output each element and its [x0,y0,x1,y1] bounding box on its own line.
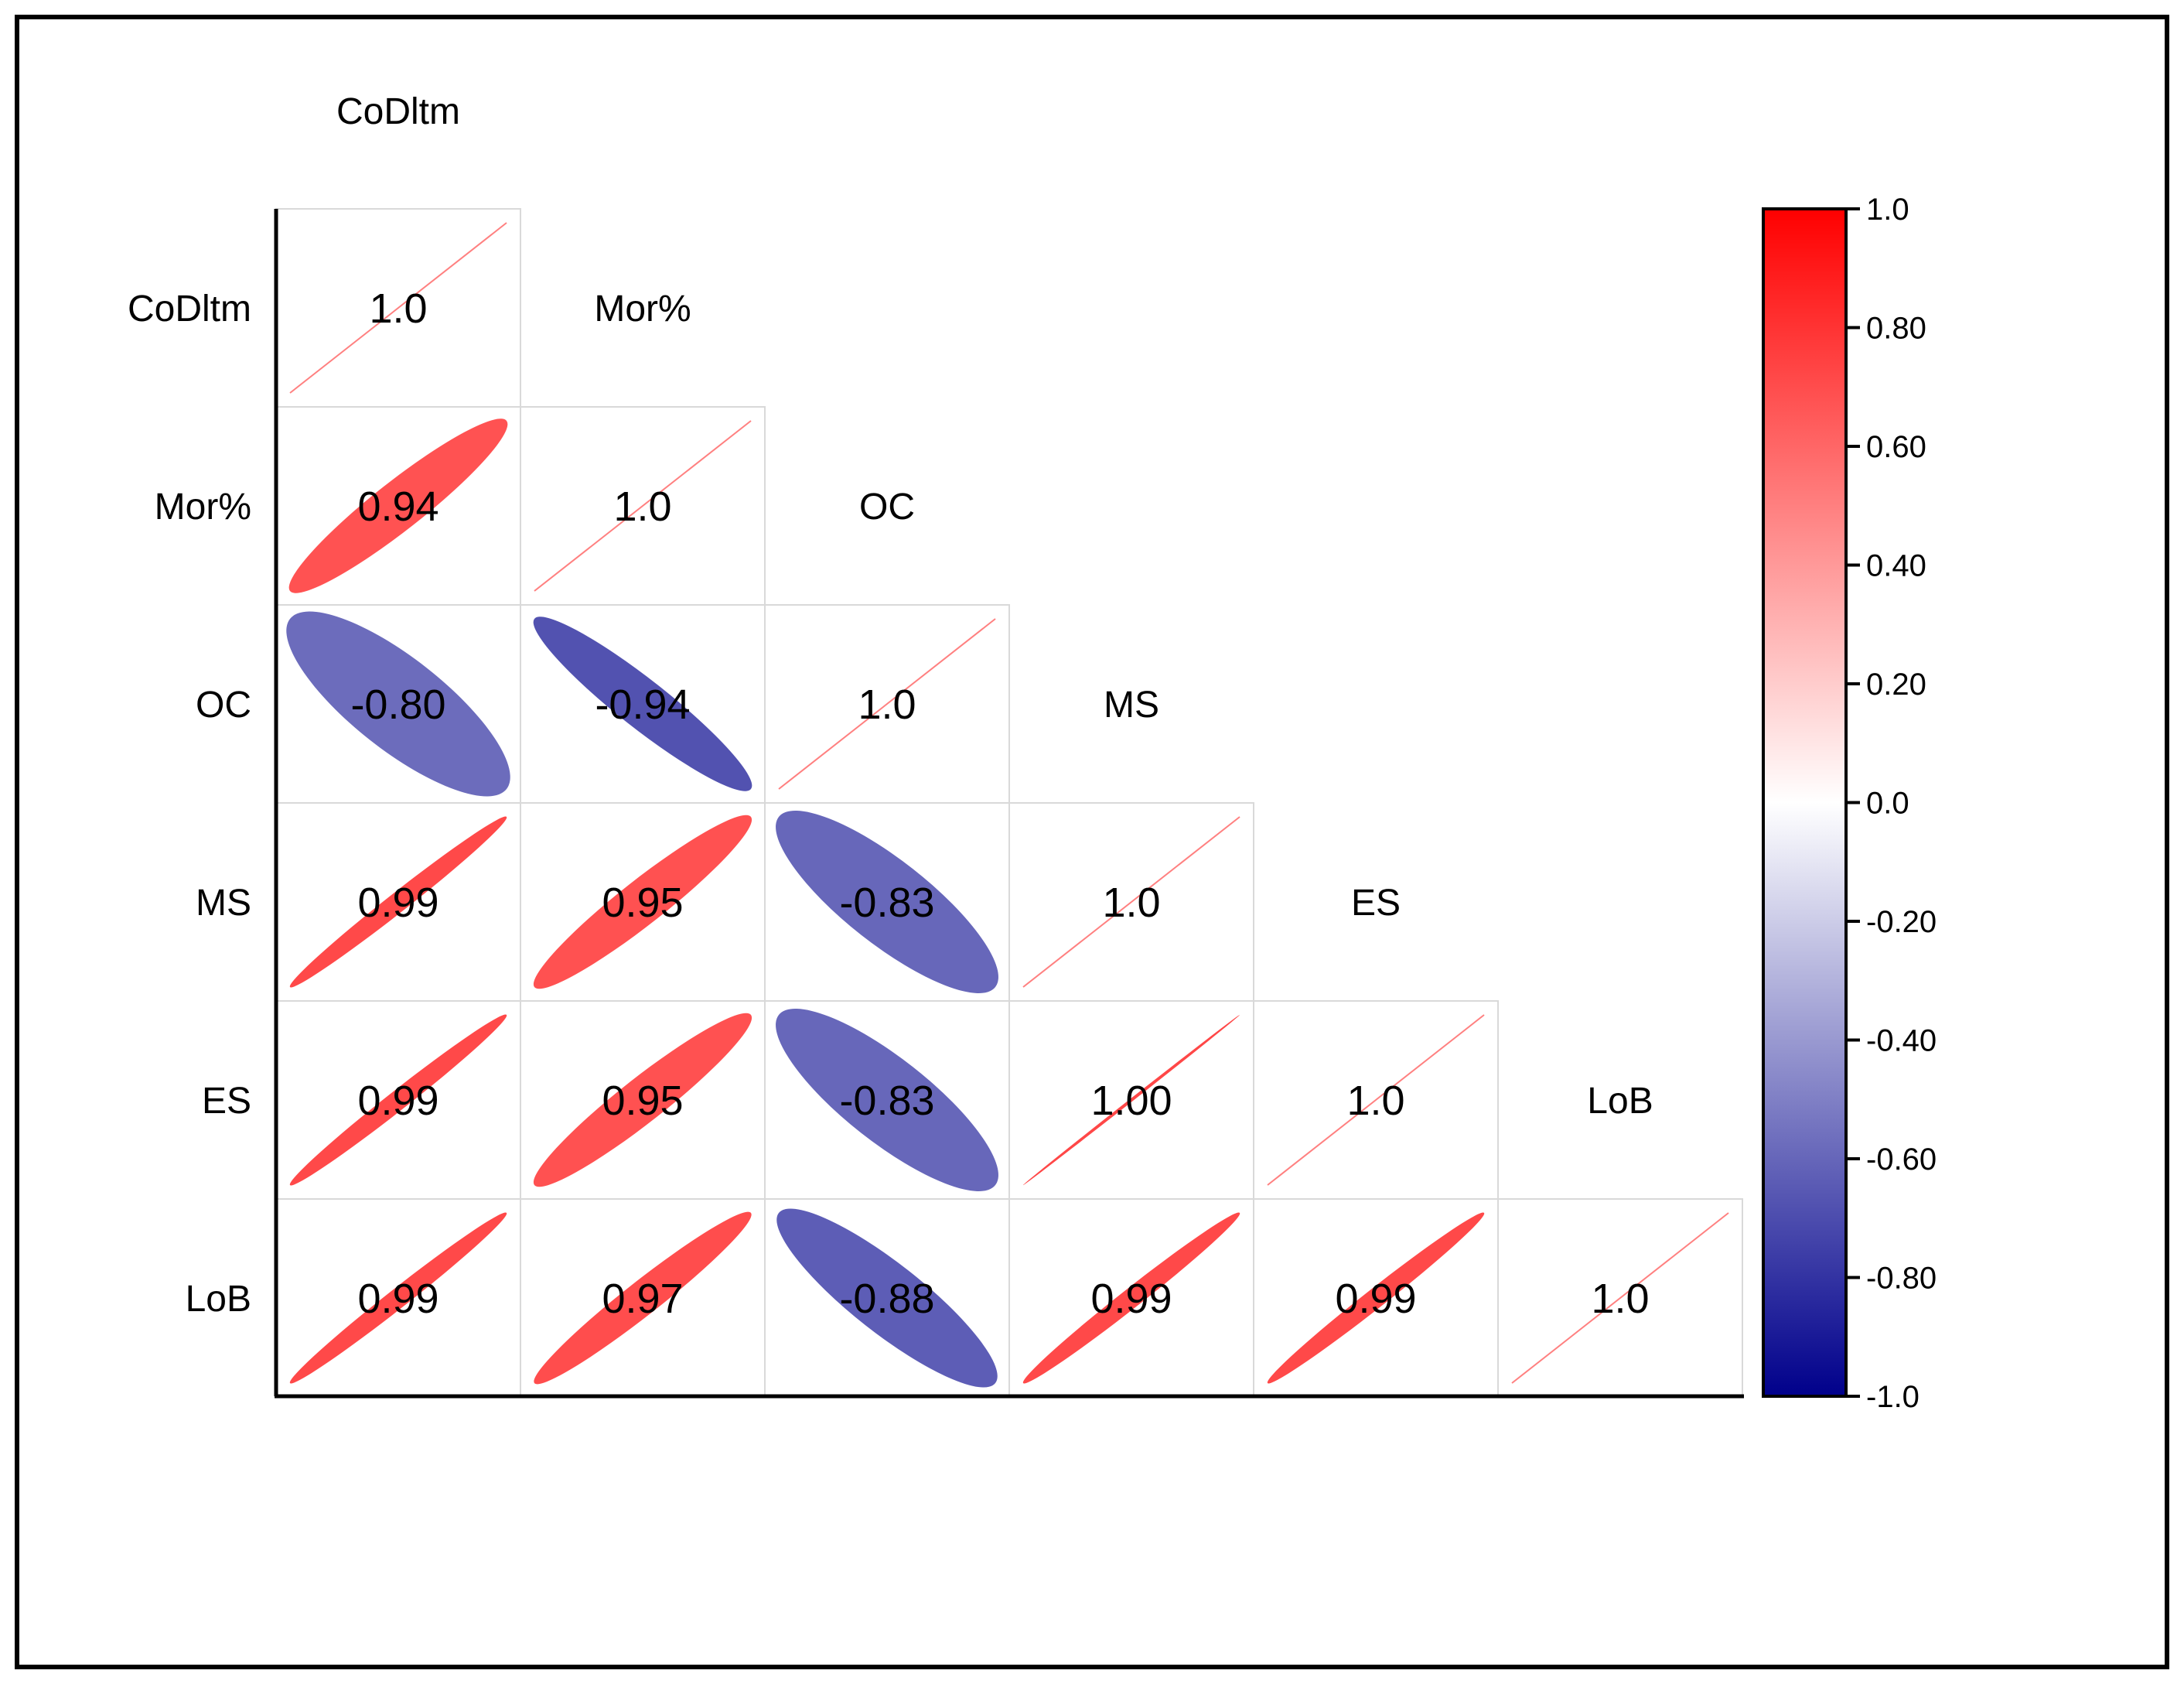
column-label: ES [1351,883,1401,924]
colorbar-gradient [1763,209,1846,1396]
correlation-ellipse [286,611,510,797]
correlation-ellipse [776,1009,998,1191]
row-label: Mor% [155,487,251,528]
colorbar-tick-label: 0.60 [1866,430,1926,464]
correlation-ellipse [776,811,998,993]
diagonal-line [1022,816,1240,988]
row-label: LoB [186,1279,251,1320]
correlation-value: 0.95 [602,880,683,926]
colorbar-tick-label: -0.80 [1866,1262,1937,1296]
column-label: OC [859,487,915,528]
correlation-value: 1.0 [1591,1276,1649,1322]
column-label: Mor% [594,289,691,330]
colorbar-tick-label: 0.20 [1866,668,1926,702]
correlation-ellipse [1022,1212,1240,1384]
correlation-value: 1.0 [1346,1078,1404,1124]
colorbar-tick-label: 0.80 [1866,312,1926,346]
row-label: CoDltm [128,289,251,330]
diagonal-line [289,222,507,394]
correlation-value: 1.0 [1102,880,1160,926]
correlation-value: 0.99 [357,880,439,926]
correlation-value: 0.99 [357,1276,439,1322]
diagonal-line [1511,1212,1729,1384]
colorbar-tick-label: 0.0 [1866,787,1909,821]
correlation-value: -0.88 [839,1276,934,1322]
row-label: MS [196,883,251,924]
correlation-ellipse [533,617,752,791]
matrix-cells: 1.00.94 1.0-0.80 -0.94 1.00.99 0.95 -0.83 1.00… [275,208,1743,1398]
row-label: ES [202,1081,251,1122]
correlation-ellipse [1267,1212,1485,1384]
correlation-value: 0.95 [602,1078,683,1124]
correlation-value: -0.83 [839,1078,934,1124]
correlation-ellipse [1022,1014,1240,1186]
correlation-value: 0.99 [357,1078,439,1124]
correlation-value: -0.80 [350,681,445,728]
correlation-value: 1.00 [1090,1078,1172,1124]
correlation-value: 0.97 [602,1276,683,1322]
variable-labels: CoDltm CoDltm Mor% Mor% OC OC MS MS ES ES LoB LoB [128,91,1653,1320]
colorbar-tick-label: -0.20 [1866,905,1937,939]
correlation-value: -0.83 [839,880,934,926]
correlation-ellipse [534,1211,752,1385]
colorbar-tick-label: -1.0 [1866,1380,1920,1414]
colorbar-tick-label: -0.60 [1866,1143,1937,1177]
correlation-value: 0.94 [357,483,439,530]
correlation-value: -0.94 [595,681,690,728]
column-label: MS [1104,685,1159,726]
colorbar: 1.0 0.80 0.60 0.40 0.20 0.0 -0.20 -0.40 -0.60 -0.… [1762,193,1937,1414]
row-label: OC [196,685,251,726]
column-label: CoDltm [336,91,460,132]
correlation-value: 1.0 [613,483,671,530]
correlation-ellipse [289,1212,507,1384]
correlation-value: 1.0 [858,681,916,728]
correlation-ellipse [288,418,508,593]
diagonal-line [534,420,752,592]
correlation-value: 0.99 [1090,1276,1172,1322]
correlation-ellipse [533,815,752,989]
column-label: LoB [1587,1081,1653,1122]
diagonal-line [778,618,996,790]
correlation-ellipse [289,1014,507,1186]
colorbar-tick-label: 0.40 [1866,549,1926,583]
diagonal-line [1267,1014,1485,1186]
correlation-value: 0.99 [1335,1276,1416,1322]
correlation-ellipse [776,1208,998,1388]
correlation-ellipse [289,816,507,988]
correlation-value: 1.0 [369,285,427,332]
correlation-ellipse [533,1013,752,1187]
colorbar-tick-label: -0.40 [1866,1024,1937,1058]
colorbar-tick-label: 1.0 [1866,193,1909,227]
figure-border [15,15,2169,1669]
